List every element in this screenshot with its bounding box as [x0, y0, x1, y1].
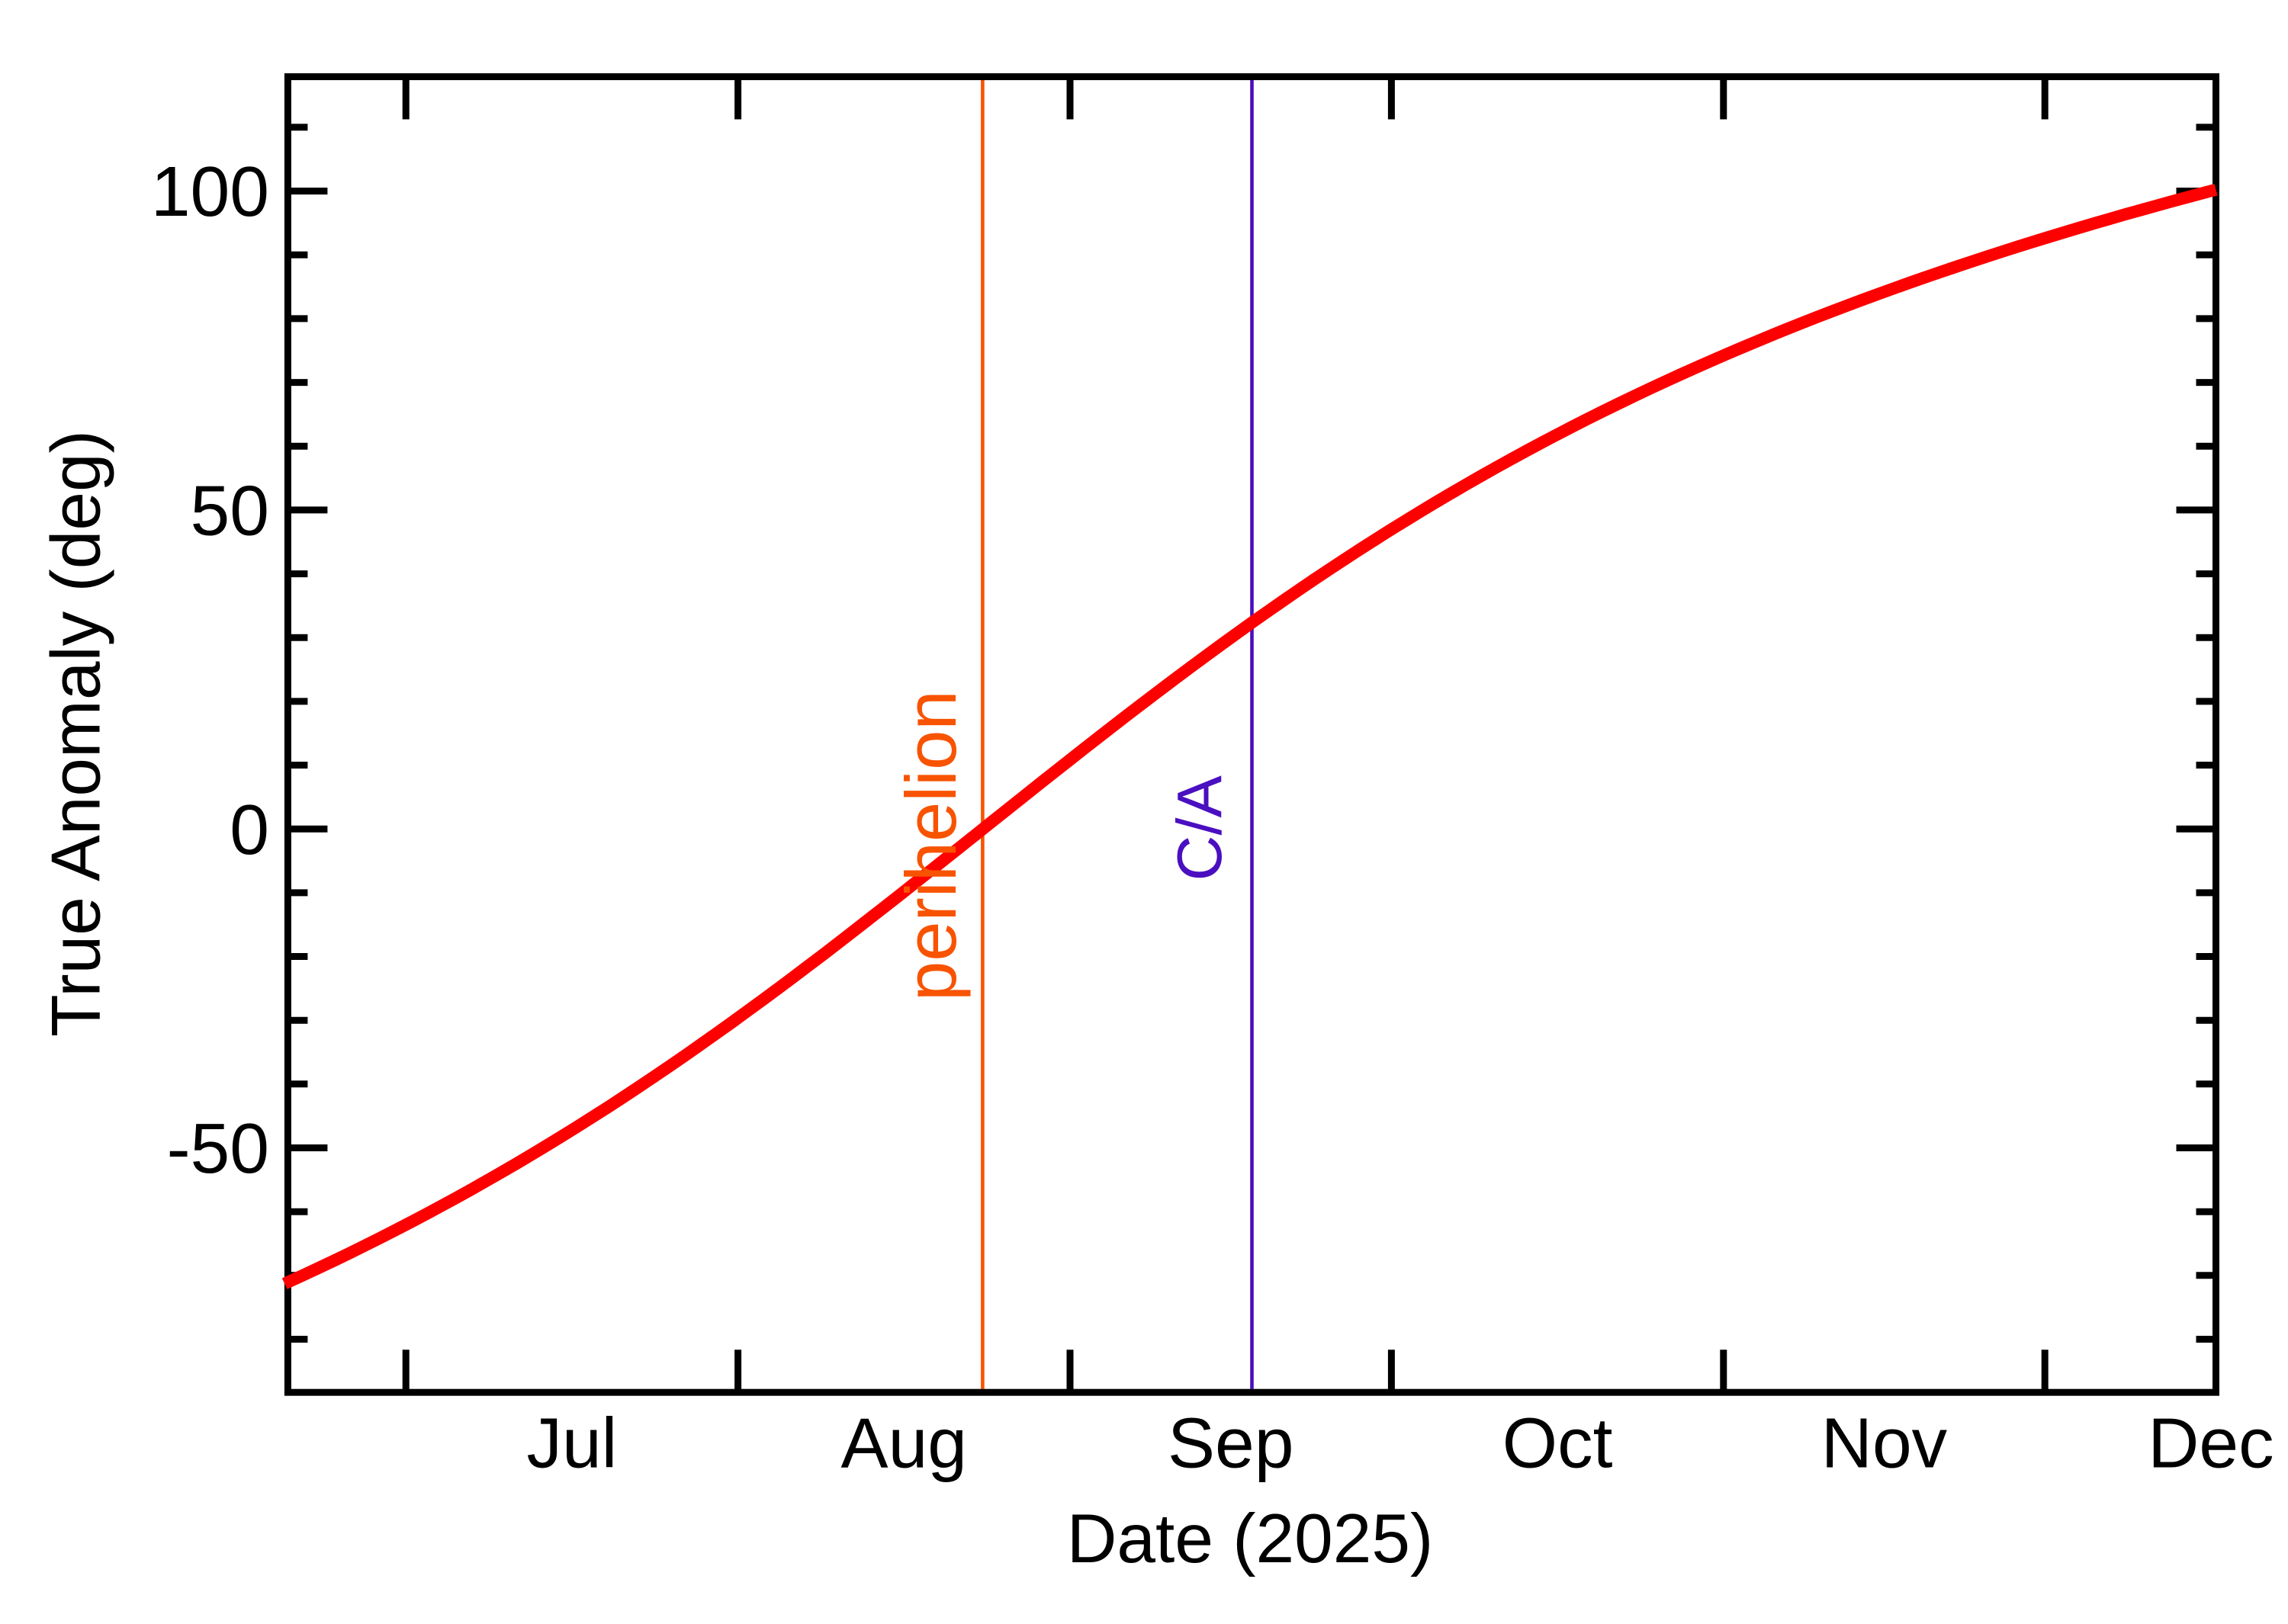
svg-text:Oct: Oct	[1502, 1403, 1613, 1482]
svg-text:Sep: Sep	[1168, 1403, 1293, 1482]
svg-text:-50: -50	[167, 1109, 269, 1188]
svg-text:Date (2025): Date (2025)	[1067, 1500, 1434, 1577]
svg-text:C/A: C/A	[1164, 775, 1235, 881]
svg-text:perihelion: perihelion	[891, 690, 971, 1001]
svg-text:Nov: Nov	[1821, 1403, 1948, 1482]
svg-text:50: 50	[191, 471, 269, 550]
svg-text:0: 0	[230, 790, 269, 869]
svg-text:Dec: Dec	[2148, 1403, 2274, 1482]
svg-text:Jul: Jul	[526, 1403, 617, 1482]
svg-text:True Anomaly (deg): True Anomaly (deg)	[37, 430, 114, 1037]
svg-text:Aug: Aug	[841, 1403, 967, 1482]
svg-text:100: 100	[151, 152, 269, 231]
